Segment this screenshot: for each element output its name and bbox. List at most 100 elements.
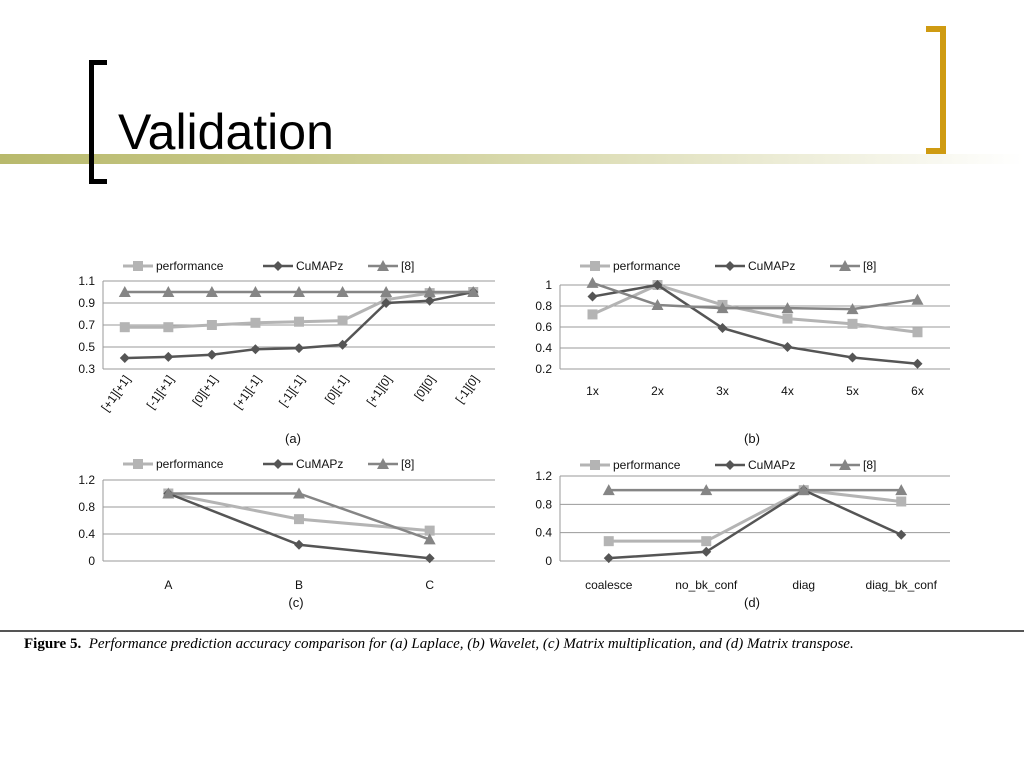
chart-sublabel: (c) <box>288 595 303 610</box>
legend: performance CuMAPz [8] <box>123 457 414 471</box>
data-point <box>206 320 217 330</box>
legend: performance CuMAPz [8] <box>580 458 876 472</box>
data-point <box>294 343 304 354</box>
x-tick-label: [0][0] <box>411 373 438 403</box>
y-tick-label: 0.8 <box>535 299 552 313</box>
y-tick-label: 0.9 <box>78 296 95 310</box>
x-tick-label: [+1][0] <box>364 373 395 409</box>
figure-caption: Figure 5. Performance prediction accurac… <box>24 636 854 653</box>
legend-label: CuMAPz <box>748 259 795 273</box>
slide-title: Validation <box>118 104 334 160</box>
x-tick-label: 2x <box>651 384 664 398</box>
chart-sublabel: (d) <box>744 595 760 610</box>
data-point <box>912 358 923 369</box>
left-bracket-decoration <box>89 60 107 184</box>
legend-label: performance <box>613 458 681 472</box>
legend-label: [8] <box>401 259 414 273</box>
y-tick-label: 1.1 <box>78 274 95 288</box>
data-point <box>250 317 261 328</box>
y-tick-label: 0.8 <box>78 500 95 514</box>
legend-marker <box>590 460 600 470</box>
x-tick-label: [0][-1] <box>322 373 351 406</box>
data-point <box>701 536 712 547</box>
x-tick-label: [-1][-1] <box>276 373 307 409</box>
figure-divider <box>0 630 1024 632</box>
data-point <box>381 298 392 308</box>
legend: performance CuMAPz [8] <box>580 259 876 273</box>
data-point <box>380 286 393 297</box>
data-point <box>896 496 907 507</box>
legend-label: [8] <box>863 259 876 273</box>
x-tick-label: 3x <box>716 384 729 398</box>
y-tick-label: 0.5 <box>78 340 95 354</box>
legend-label: CuMAPz <box>748 458 795 472</box>
data-point <box>423 533 436 545</box>
data-point <box>206 349 217 360</box>
y-tick-label: 0.4 <box>535 526 552 540</box>
x-tick-label: no_bk_conf <box>675 578 738 592</box>
data-point <box>118 286 131 297</box>
x-tick-label: 5x <box>846 384 859 398</box>
caption-text: Performance prediction accuracy comparis… <box>88 636 854 652</box>
x-tick-label: [+1][-1] <box>231 373 264 412</box>
data-point <box>912 327 923 338</box>
data-point <box>587 309 598 320</box>
data-point <box>586 276 599 288</box>
y-tick-label: 0 <box>88 554 95 568</box>
data-point <box>781 302 794 314</box>
legend-marker <box>377 260 389 271</box>
y-tick-label: 1.2 <box>535 469 552 483</box>
data-point <box>119 353 130 363</box>
legend-label: performance <box>613 259 681 273</box>
legend-label: [8] <box>863 458 876 472</box>
data-point <box>424 295 435 306</box>
caption-label: Figure 5. <box>24 636 82 652</box>
y-tick-label: 0 <box>545 554 552 568</box>
data-point <box>797 484 810 496</box>
data-point <box>896 529 907 540</box>
data-point <box>336 286 349 297</box>
legend-marker <box>839 260 851 271</box>
x-tick-label: coalesce <box>585 578 633 592</box>
data-point <box>603 553 614 564</box>
data-point <box>701 546 712 557</box>
data-point <box>467 286 480 297</box>
chart-b-wavelet: performance CuMAPz [8] 1 0.8 0.6 0.4 0.2 1x 2x 3x 4… <box>535 259 950 446</box>
data-point <box>337 339 348 350</box>
data-point <box>651 298 664 310</box>
data-point <box>847 352 858 363</box>
data-point <box>162 487 175 499</box>
chart-c-matrix-multiplication: performance CuMAPz [8] 1.2 0.8 0.4 0 A B C (c) <box>78 457 495 610</box>
data-point <box>205 286 218 297</box>
x-tick-label: C <box>425 578 434 592</box>
data-point <box>847 318 858 329</box>
right-bracket-decoration <box>926 26 946 154</box>
y-tick-label: 0.4 <box>78 527 95 541</box>
data-point <box>163 351 174 362</box>
legend-marker <box>725 460 735 470</box>
data-point <box>424 525 435 536</box>
data-point <box>700 484 713 496</box>
x-tick-label: A <box>164 578 172 592</box>
x-tick-label: diag <box>792 578 815 592</box>
data-point <box>293 487 305 499</box>
y-tick-label: 1.2 <box>78 473 95 487</box>
x-tick-label: [-1][+1] <box>144 373 177 412</box>
data-point <box>716 302 729 314</box>
legend-marker <box>273 459 283 469</box>
data-point <box>911 293 924 305</box>
y-tick-label: 0.8 <box>535 497 552 511</box>
data-point <box>846 303 859 315</box>
legend-marker <box>839 459 851 470</box>
series-line <box>592 281 918 311</box>
series-line <box>591 283 918 334</box>
legend-marker <box>377 458 389 469</box>
x-tick-label: [+1][+1] <box>98 373 133 414</box>
series-line <box>592 283 918 365</box>
data-point <box>294 539 304 550</box>
data-point <box>293 286 305 297</box>
data-point <box>424 553 435 564</box>
chart-d-matrix-transpose: performance CuMAPz [8] 1.2 0.8 0.4 0 coalesce no… <box>535 458 950 610</box>
x-tick-label: [-1][0] <box>453 373 482 406</box>
legend-label: CuMAPz <box>296 259 343 273</box>
